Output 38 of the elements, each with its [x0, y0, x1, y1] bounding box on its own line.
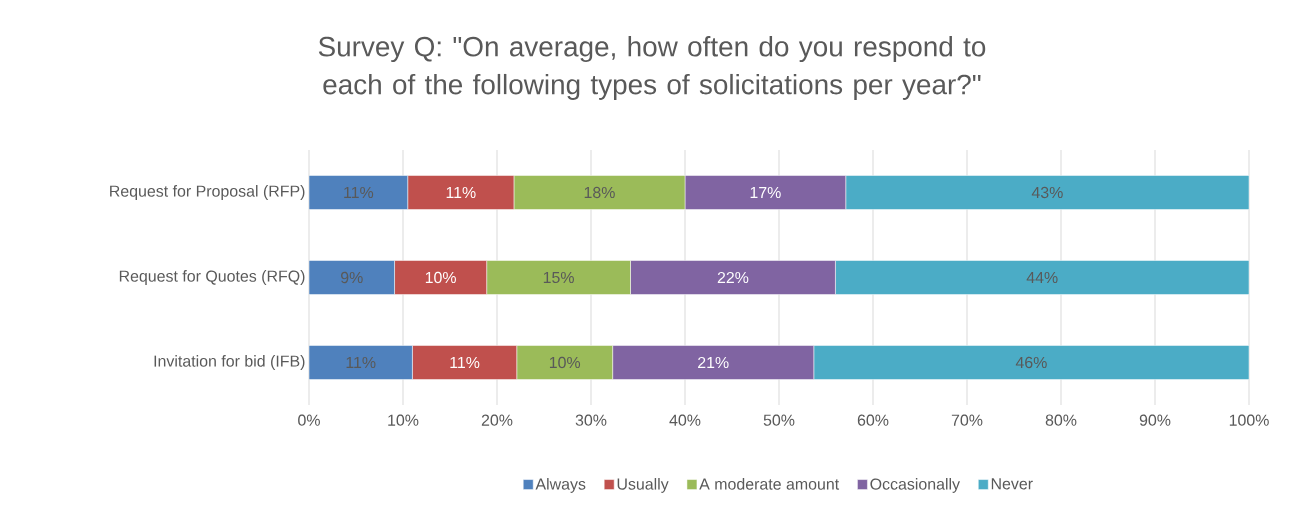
legend-label: A moderate amount	[699, 478, 840, 490]
data-label: 46%	[1015, 356, 1047, 369]
x-tick-label: 40%	[669, 414, 701, 426]
x-tick-label: 100%	[1229, 414, 1269, 426]
x-tick-label: 0%	[298, 414, 320, 426]
legend-label: Usually	[617, 478, 669, 493]
data-label: 11%	[446, 186, 476, 199]
x-tick-label: 60%	[857, 414, 889, 426]
data-label: 9%	[341, 271, 363, 284]
bar	[309, 175, 408, 210]
x-tick-label: 50%	[763, 414, 795, 426]
bar	[309, 345, 413, 380]
bar	[309, 260, 395, 295]
data-label: 21%	[698, 356, 729, 369]
data-label: 18%	[584, 186, 615, 199]
legend-label: Always	[535, 478, 586, 493]
data-label: 11%	[450, 356, 480, 369]
data-label: 44%	[1026, 271, 1058, 284]
data-label: 11%	[346, 356, 376, 369]
data-label: 10%	[425, 271, 456, 284]
x-tick-label: 90%	[1139, 414, 1171, 426]
y-tick-label: Request for Quotes (RFQ)	[119, 270, 305, 285]
data-label: 22%	[717, 271, 749, 284]
data-label: 17%	[750, 186, 781, 199]
data-label: 43%	[1031, 186, 1063, 199]
y-tick-label: Request for Proposal (RFP)	[110, 185, 305, 200]
data-label: 10%	[549, 356, 581, 369]
y-tick-label: Invitation for bid (IFB)	[154, 355, 305, 370]
x-tick-label: 30%	[575, 414, 607, 426]
chart-title: Survey Q: "On average, how often do you respond to each of the following types of solicitations per year?"	[318, 36, 986, 100]
legend-label: Never	[991, 478, 1033, 490]
x-tick-label: 80%	[1045, 414, 1077, 426]
legend-label: Occasionally	[870, 478, 960, 493]
x-tick-label: 10%	[388, 414, 419, 426]
x-tick-label: 70%	[951, 414, 983, 426]
x-tick-label: 20%	[481, 414, 513, 426]
data-label: 15%	[543, 271, 574, 284]
data-label: 11%	[344, 186, 374, 199]
